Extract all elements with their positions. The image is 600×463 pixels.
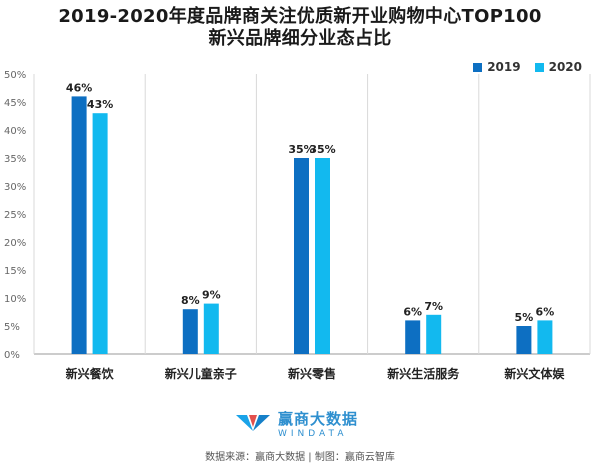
x-category-label: 新兴餐饮	[66, 366, 115, 381]
legend-swatch-2019	[473, 62, 483, 72]
y-tick-label: 40%	[4, 126, 26, 137]
legend: 2019 2020	[473, 60, 582, 74]
bar-2020	[426, 314, 442, 354]
data-label-2019: 35%	[288, 143, 314, 156]
bar-2019	[71, 96, 87, 355]
bar-chart: 0% 5% 10% 15% 20% 25% 30% 35% 40% 45% 50% 46% 43% 新兴餐…	[4, 70, 591, 381]
bar-2019	[405, 320, 421, 354]
data-label-2019: 8%	[181, 294, 200, 307]
x-category-label: 新兴零售	[288, 366, 336, 381]
legend-swatch-2020	[534, 62, 544, 72]
x-category-label: 新兴儿童亲子	[165, 366, 237, 381]
data-source-note: 数据来源：赢商大数据 | 制图：赢商云智库	[205, 452, 395, 463]
bar-2020	[537, 320, 553, 354]
legend-item-2019: 2019	[473, 60, 521, 74]
data-label-2020: 35%	[309, 143, 335, 156]
y-tick-label: 30%	[4, 182, 26, 193]
legend-label-2020: 2020	[548, 60, 582, 74]
data-label-2020: 7%	[424, 300, 443, 313]
y-tick-label: 35%	[4, 154, 26, 165]
x-category-label: 新兴生活服务	[387, 366, 460, 381]
y-tick-label: 20%	[4, 238, 26, 249]
y-tick-label: 5%	[4, 322, 20, 333]
data-label-2020: 6%	[536, 305, 555, 318]
bar-2020	[203, 303, 219, 354]
y-tick-label: 25%	[4, 210, 26, 221]
bar-2020	[92, 113, 108, 354]
legend-item-2020: 2020	[534, 60, 582, 74]
data-label-2019: 6%	[403, 305, 422, 318]
bar-2020	[315, 158, 330, 354]
y-tick-label: 50%	[4, 70, 26, 81]
legend-label-2019: 2019	[487, 60, 521, 74]
data-label-2020: 43%	[87, 98, 113, 111]
windata-logo: 赢商大数据 WINDATA	[236, 408, 358, 439]
bar-2019	[516, 326, 532, 354]
y-tick-label: 10%	[4, 294, 26, 305]
chart-title-line2: 新兴品牌细分业态占比	[208, 28, 392, 49]
x-category-label: 新兴文体娱	[504, 366, 565, 381]
chart-title-line1: 2019-2020年度品牌商关注优质新开业购物中心TOP100	[58, 6, 542, 27]
data-label-2020: 9%	[202, 289, 221, 302]
windata-logo-icon	[236, 414, 270, 431]
bar-2019	[182, 309, 198, 354]
y-tick-label: 15%	[4, 266, 26, 277]
data-label-2019: 46%	[66, 81, 92, 94]
y-tick-label: 45%	[4, 98, 26, 109]
y-tick-label: 0%	[4, 350, 20, 361]
logo-subtext: WINDATA	[278, 429, 348, 439]
bar-2019	[294, 158, 309, 354]
logo-text: 赢商大数据	[278, 410, 359, 428]
data-label-2019: 5%	[515, 311, 534, 324]
